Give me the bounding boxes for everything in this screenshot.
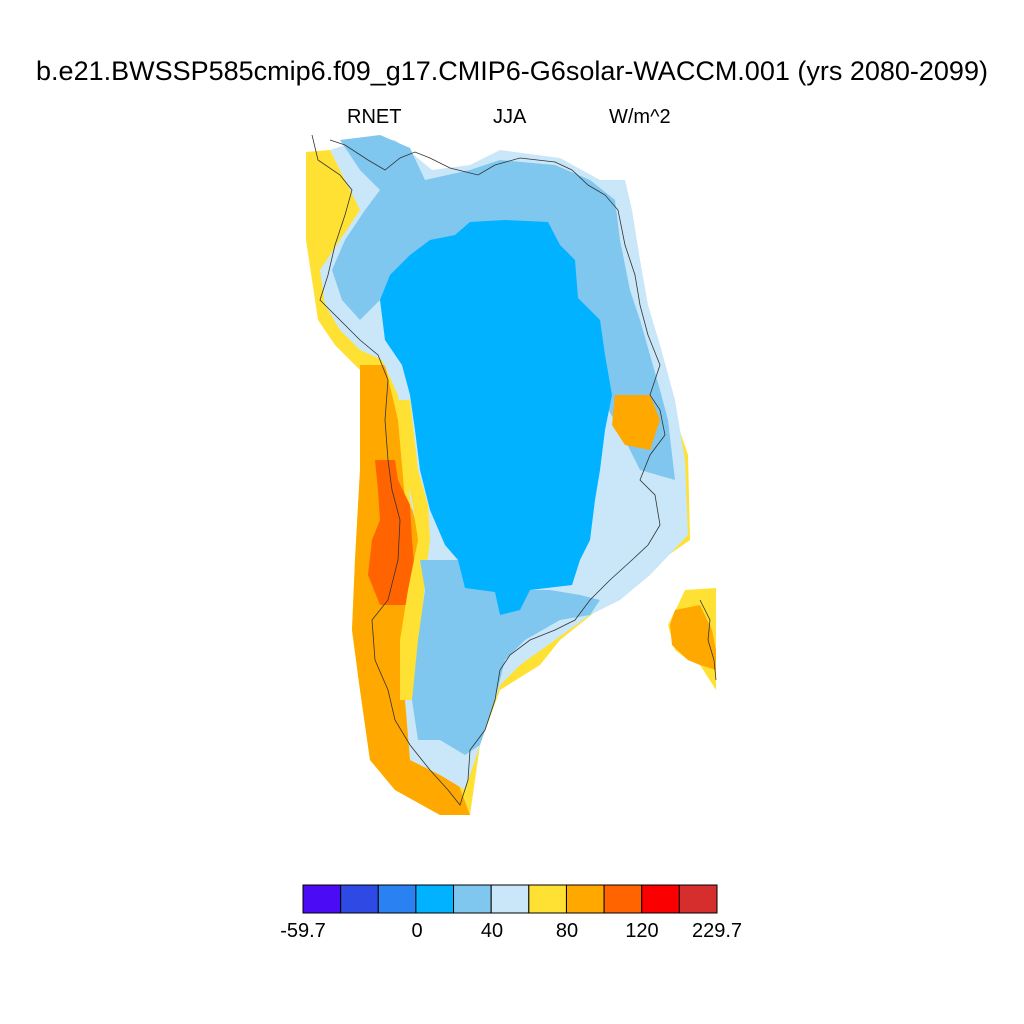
colorbar-box <box>641 884 680 914</box>
west-red-orange <box>368 460 415 605</box>
colorbar-box <box>678 884 718 914</box>
colorbar-box <box>415 884 455 914</box>
colorbar-box <box>302 884 342 914</box>
colorbar-tick-label: 120 <box>625 920 659 942</box>
margin-sky-blue <box>332 135 675 480</box>
colorbar-tick-label: 80 <box>555 920 579 942</box>
colorbar-box <box>453 884 492 914</box>
southwest-yellow-strip <box>398 400 430 700</box>
colorbar-box <box>340 884 379 914</box>
colorbar-box <box>528 884 567 914</box>
colorbar-tick-label: 0 <box>411 920 423 942</box>
season-label: JJA <box>493 106 527 128</box>
east-island-coastline <box>699 599 717 681</box>
coastline <box>311 134 666 806</box>
units-label: W/m^2 <box>609 106 671 128</box>
colorbar-box <box>565 884 605 914</box>
colorbar-box <box>490 884 530 914</box>
variable-label: RNET <box>347 106 402 128</box>
southeast-orange-patch <box>612 395 660 450</box>
colorbar-box <box>603 884 643 914</box>
map-title: b.e21.BWSSP585cmip6.f09_g17.CMIP6-G6sola… <box>36 56 988 86</box>
east-island-orange <box>670 605 716 670</box>
colorbar-tick-label: -59.7 <box>280 920 326 942</box>
ice-sheet-interior <box>380 220 612 615</box>
south-ice-sky-blue <box>412 560 600 755</box>
colorbar-tick-label: 229.7 <box>691 920 743 942</box>
colorbar-box <box>377 884 417 914</box>
colorbar-tick-label: 40 <box>480 920 504 942</box>
